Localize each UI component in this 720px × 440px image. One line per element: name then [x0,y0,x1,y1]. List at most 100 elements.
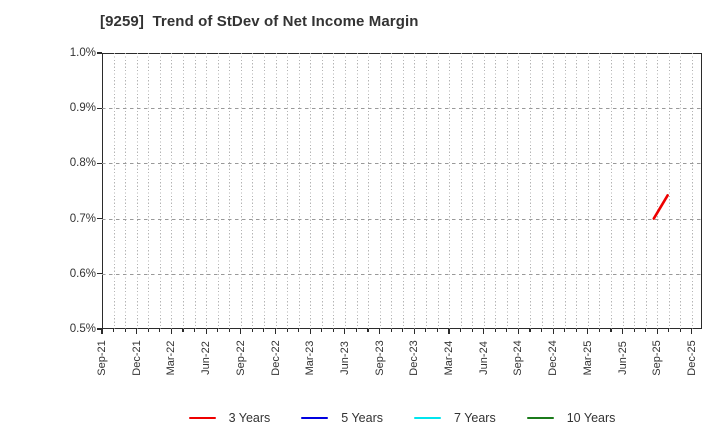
horizontal-gridline [102,108,702,110]
vertical-gridline [125,53,127,329]
x-tick-label: Mar-24 [443,340,455,376]
vertical-gridline [634,53,636,329]
y-axis-tick [97,273,102,275]
x-axis-tick [656,329,658,334]
vertical-gridline [587,53,589,329]
vertical-gridline [229,53,231,329]
x-axis-tick [645,329,647,332]
x-axis-tick [113,329,115,332]
vertical-gridline [449,53,450,329]
x-tick-label: Dec-22 [269,340,282,376]
vertical-gridline [599,53,601,329]
x-axis-tick [159,329,161,332]
y-tick-label: 1.0% [69,47,96,59]
x-axis-tick [321,329,323,332]
x-tick-label: Sep-23 [373,340,386,376]
x-axis-tick [217,329,219,332]
x-axis-tick [124,329,126,332]
x-axis-tick [170,329,172,334]
x-axis-tick [332,329,334,332]
vertical-gridline [668,53,670,329]
vertical-gridline [530,53,531,329]
x-tick-label: Dec-23 [408,340,421,376]
x-axis-tick [402,329,404,332]
vertical-gridline [344,53,346,329]
horizontal-gridline [102,218,702,220]
x-axis-tick [205,329,207,334]
vertical-gridline [553,53,555,329]
x-tick-label: Sep-24 [512,340,525,376]
x-axis-tick [228,329,230,332]
y-tick-label: 0.6% [69,267,96,280]
vertical-gridline [113,53,115,329]
x-axis-tick [691,329,693,334]
vertical-gridline [414,53,416,329]
legend-label: 10 Years [566,411,616,425]
legend-swatch [301,416,329,420]
x-axis-tick [344,329,346,334]
x-tick-label: Jun-22 [200,341,213,375]
vertical-gridline [437,53,439,329]
x-axis-tick [251,329,253,332]
x-axis-tick [436,329,439,332]
legend-entry-5-years: 5 Years [301,412,383,424]
x-tick-label: Jun-24 [477,341,490,375]
horizontal-gridline [102,163,702,165]
vertical-gridline [252,53,254,329]
vertical-gridline [576,53,578,329]
vertical-gridline [171,53,173,329]
x-axis-tick [668,329,670,332]
y-axis-tick [97,328,102,330]
y-tick-label: 0.5% [69,323,96,335]
horizontal-gridline [102,273,702,275]
x-axis-tick [101,329,103,334]
x-axis-tick [413,329,415,334]
legend-swatch [526,416,554,420]
legend-entry-10-years: 10 Years [526,411,616,425]
vertical-gridline [402,53,404,329]
x-axis-tick [621,329,624,334]
vertical-gridline [518,53,520,329]
legend-label: 3 Years [228,411,271,425]
x-axis-tick [448,329,450,334]
x-axis-tick [633,329,635,332]
x-axis-tick [564,329,566,332]
vertical-gridline [379,53,381,329]
x-axis-tick [483,329,485,334]
x-tick-label: Dec-21 [130,340,143,376]
x-axis-tick [298,329,300,332]
x-axis-tick [286,329,288,332]
x-tick-label: Sep-22 [234,340,247,376]
vertical-gridline [333,53,335,329]
x-axis-tick [575,329,577,332]
x-tick-label: Jun-23 [338,341,351,375]
legend-label: 5 Years [341,411,384,425]
legend-label: 7 Years [454,411,496,425]
y-axis-tick [97,52,102,54]
vertical-gridline [425,53,427,329]
vertical-gridline [657,53,659,329]
vertical-gridline [287,53,289,329]
vertical-gridline [321,53,323,329]
x-tick-label: Dec-25 [685,340,698,376]
vertical-gridline [159,53,161,329]
x-axis-tick [598,329,600,332]
x-axis-tick [517,329,519,334]
x-tick-label: Mar-23 [304,340,317,376]
x-axis-tick [182,329,184,332]
x-axis-tick [274,329,277,334]
vertical-gridline [136,53,138,329]
x-axis-tick [309,329,311,334]
vertical-gridline [194,53,196,329]
vertical-gridline [460,53,462,329]
x-axis-tick [471,329,473,332]
y-axis-tick [97,107,102,109]
y-tick-label: 0.7% [69,212,96,225]
x-axis-tick [390,329,392,332]
x-axis-tick [552,329,554,334]
x-tick-label: Mar-22 [165,340,178,376]
chart-title: [9259] Trend of StDev of Net Income Marg… [100,13,419,30]
x-axis-tick [587,329,589,334]
vertical-gridline [391,53,393,329]
vertical-gridline [691,53,693,329]
